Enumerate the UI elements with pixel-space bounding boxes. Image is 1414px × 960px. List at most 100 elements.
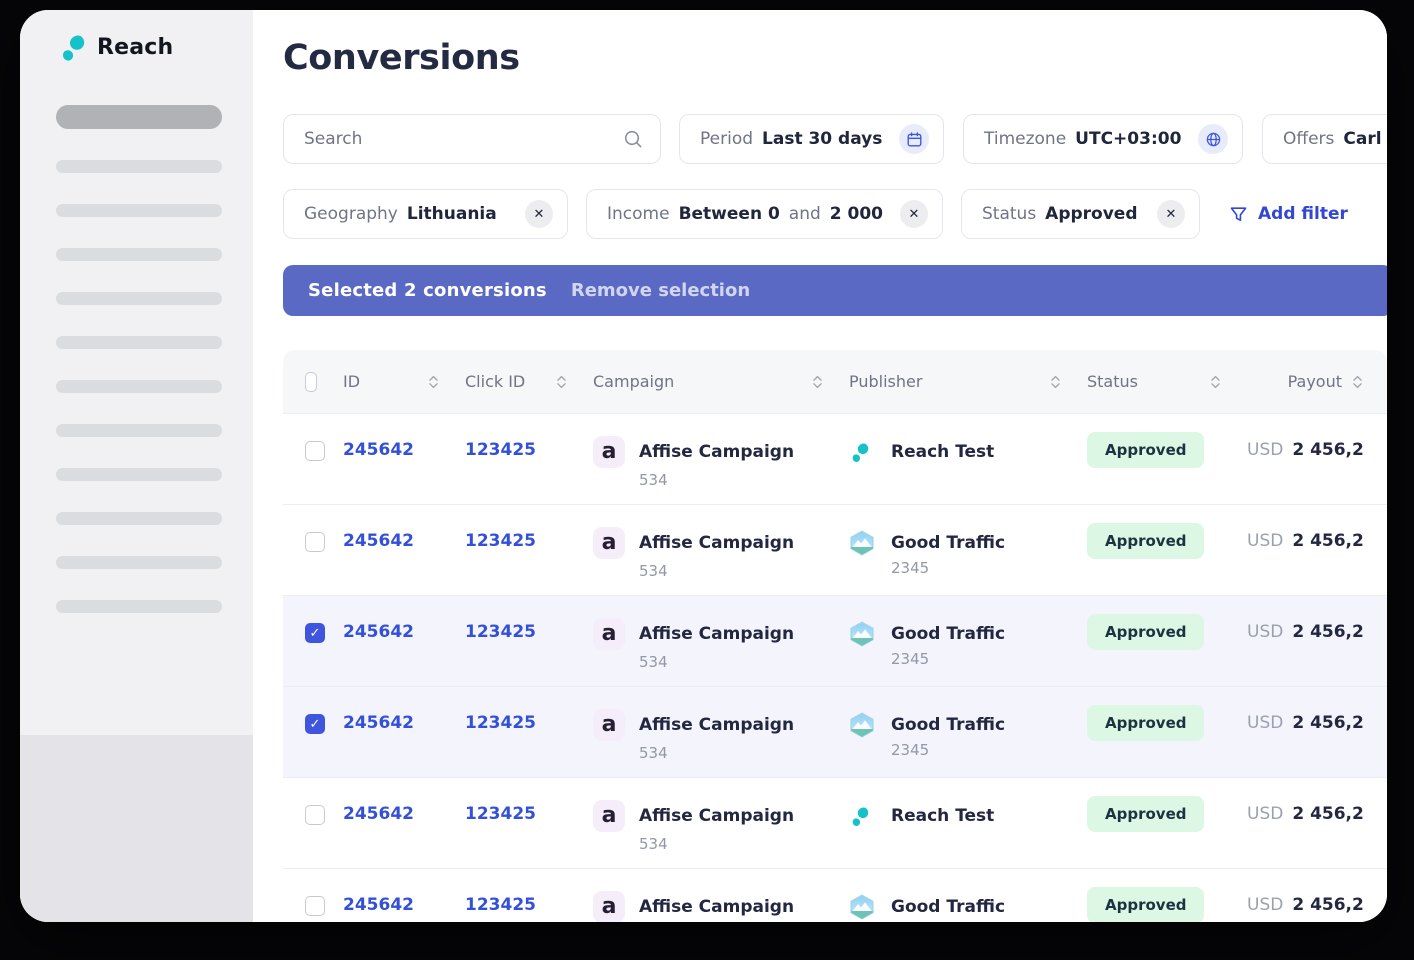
row-checkbox[interactable] bbox=[305, 714, 325, 734]
column-label: Status bbox=[1087, 372, 1138, 391]
add-filter-button[interactable]: Add filter bbox=[1229, 189, 1348, 239]
click-id-link[interactable]: 123425 bbox=[465, 804, 536, 824]
sort-icon bbox=[1352, 373, 1363, 391]
row-checkbox-cell bbox=[283, 869, 343, 922]
table-header-row: ID Click ID Campaign Publisher Status bbox=[283, 350, 1387, 413]
column-header-id[interactable]: ID bbox=[343, 372, 465, 391]
main-content: Conversions Period Last 30 days Timezone… bbox=[253, 10, 1387, 922]
campaign-cell: Affise Campaign 534 bbox=[593, 596, 849, 686]
publisher-cell: Good Traffic 2345 bbox=[849, 687, 1087, 777]
payout-currency: USD bbox=[1247, 804, 1284, 824]
status-cell: Approved bbox=[1087, 687, 1247, 777]
filter-value: Lithuania bbox=[406, 204, 497, 224]
selection-bar: Selected 2 conversions Remove selection bbox=[283, 265, 1387, 316]
campaign-cell: Affise Campaign 534 bbox=[593, 414, 849, 504]
filter-chip-period[interactable]: Period Last 30 days bbox=[679, 114, 944, 164]
sidebar-skeleton-item-active bbox=[56, 105, 222, 129]
calendar-icon[interactable] bbox=[899, 124, 929, 154]
row-checkbox[interactable] bbox=[305, 805, 325, 825]
status-badge: Approved bbox=[1087, 887, 1205, 922]
filter-value: Last 30 days bbox=[762, 129, 883, 149]
conversion-id-cell: 245642 bbox=[343, 596, 465, 686]
payout-cell: USD 2 456,2 bbox=[1247, 778, 1387, 868]
status-badge: Approved bbox=[1087, 614, 1205, 650]
publisher-name: Good Traffic bbox=[891, 624, 1006, 644]
status-cell: Approved bbox=[1087, 414, 1247, 504]
row-checkbox-cell bbox=[283, 596, 343, 686]
publisher-cell: Reach Test bbox=[849, 778, 1087, 868]
click-id-link[interactable]: 123425 bbox=[465, 531, 536, 551]
remove-filter-icon[interactable] bbox=[900, 200, 928, 228]
campaign-name: Affise Campaign bbox=[639, 442, 795, 462]
column-header-campaign[interactable]: Campaign bbox=[593, 372, 849, 391]
sidebar-skeleton-item bbox=[56, 160, 222, 173]
campaign-id: 534 bbox=[639, 562, 668, 580]
row-checkbox[interactable] bbox=[305, 896, 325, 916]
row-checkbox[interactable] bbox=[305, 623, 325, 643]
remove-filter-icon[interactable] bbox=[525, 200, 553, 228]
click-id-link[interactable]: 123425 bbox=[465, 713, 536, 733]
select-all-cell bbox=[283, 371, 343, 392]
filter-chip-status[interactable]: Status Approved bbox=[961, 189, 1200, 239]
click-id-link[interactable]: 123425 bbox=[465, 895, 536, 915]
good-traffic-icon bbox=[849, 530, 875, 556]
affise-campaign-icon bbox=[593, 618, 625, 650]
column-header-click-id[interactable]: Click ID bbox=[465, 372, 593, 391]
search-input[interactable] bbox=[283, 114, 661, 164]
status-badge: Approved bbox=[1087, 796, 1205, 832]
row-checkbox[interactable] bbox=[305, 441, 325, 461]
sidebar-skeleton-item bbox=[56, 380, 222, 393]
filter-value: Approved bbox=[1045, 204, 1138, 224]
globe-icon[interactable] bbox=[1198, 124, 1228, 154]
column-label: Click ID bbox=[465, 372, 526, 391]
campaign-id: 534 bbox=[639, 653, 668, 671]
conversion-id-link[interactable]: 245642 bbox=[343, 713, 414, 733]
good-traffic-icon bbox=[849, 621, 875, 647]
payout-amount: 2 456,2 bbox=[1292, 440, 1364, 460]
payout-currency: USD bbox=[1247, 440, 1284, 460]
filter-chip-timezone[interactable]: Timezone UTC+03:00 bbox=[963, 114, 1243, 164]
sort-icon bbox=[812, 373, 823, 391]
payout-amount: 2 456,2 bbox=[1292, 713, 1364, 733]
conversion-id-link[interactable]: 245642 bbox=[343, 804, 414, 824]
filter-value: UTC+03:00 bbox=[1075, 129, 1182, 149]
remove-selection-button[interactable]: Remove selection bbox=[570, 280, 751, 301]
conversion-id-link[interactable]: 245642 bbox=[343, 531, 414, 551]
conversion-id-link[interactable]: 245642 bbox=[343, 622, 414, 642]
filter-label: Geography bbox=[304, 204, 398, 224]
search-box bbox=[283, 114, 661, 164]
column-header-status[interactable]: Status bbox=[1087, 372, 1247, 391]
filter-chip-geography[interactable]: Geography Lithuania bbox=[283, 189, 568, 239]
column-header-payout[interactable]: Payout bbox=[1247, 372, 1387, 391]
column-label: Campaign bbox=[593, 372, 675, 391]
click-id-cell: 123425 bbox=[465, 687, 593, 777]
click-id-link[interactable]: 123425 bbox=[465, 622, 536, 642]
good-traffic-icon bbox=[849, 894, 875, 920]
select-all-checkbox[interactable] bbox=[305, 371, 317, 392]
filter-label: Offers bbox=[1283, 129, 1335, 149]
column-label: ID bbox=[343, 372, 361, 391]
status-cell: Approved bbox=[1087, 505, 1247, 595]
click-id-link[interactable]: 123425 bbox=[465, 440, 536, 460]
conversion-id-link[interactable]: 245642 bbox=[343, 895, 414, 915]
table-row: 245642 123425 Affise Campaign 534 Good T… bbox=[283, 595, 1387, 686]
status-badge: Approved bbox=[1087, 523, 1205, 559]
remove-filter-icon[interactable] bbox=[1157, 200, 1185, 228]
publisher-cell: Good Traffic 2345 bbox=[849, 596, 1087, 686]
sidebar-footer bbox=[20, 735, 253, 922]
sidebar-skeleton-item bbox=[56, 292, 222, 305]
conversion-id-link[interactable]: 245642 bbox=[343, 440, 414, 460]
payout-amount: 2 456,2 bbox=[1292, 804, 1364, 824]
sidebar-skeleton-item bbox=[56, 512, 222, 525]
payout-currency: USD bbox=[1247, 622, 1284, 642]
campaign-name: Affise Campaign bbox=[639, 624, 795, 644]
row-checkbox[interactable] bbox=[305, 532, 325, 552]
filter-chip-income[interactable]: Income Between 0 and 2 000 bbox=[586, 189, 943, 239]
campaign-cell: Affise Campaign 534 bbox=[593, 869, 849, 922]
reach-publisher-icon bbox=[849, 803, 875, 829]
sort-icon bbox=[1210, 373, 1221, 391]
publisher-cell: Reach Test bbox=[849, 414, 1087, 504]
column-header-publisher[interactable]: Publisher bbox=[849, 372, 1087, 391]
filter-chip-offers[interactable]: Offers Carl bbox=[1262, 114, 1387, 164]
filter-label: Period bbox=[700, 129, 754, 149]
